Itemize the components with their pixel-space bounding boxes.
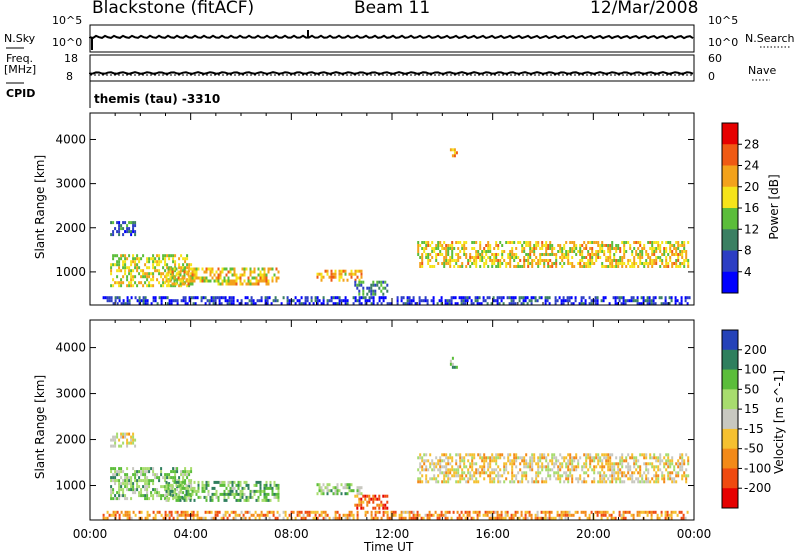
velocity-colorbar-tick-label: 200 (744, 343, 767, 357)
nsearch-tick-top: 10^5 (708, 14, 739, 27)
power-y-tick-label: 1000 (55, 265, 86, 279)
nsky-tick-bottom: 10^0 (52, 36, 83, 49)
velocity-colorbar-segment (722, 409, 738, 430)
freq-trace (89, 71, 694, 75)
velocity-echo-region (110, 467, 193, 501)
power-colorbar-tick-label: 8 (744, 244, 752, 258)
nsky-tick-top: 10^5 (52, 14, 83, 27)
velocity-echo-region (110, 432, 137, 448)
power-echo-region (102, 296, 691, 306)
velocity-colorbar-tick-label: -200 (744, 481, 771, 495)
power-colorbar-segment (722, 229, 738, 251)
velocity-echo-region (354, 494, 389, 510)
radar-title: Blackstone (fitACF) (92, 0, 255, 18)
beam-label: Beam 11 (354, 0, 431, 18)
nsearch-label: N.Search (745, 32, 795, 45)
freq-tick-top: 18 (64, 52, 78, 65)
velocity-colorbar-tick-label: -100 (744, 461, 771, 475)
x-tick-label: 16:00 (475, 527, 510, 541)
nsky-panel-frame (89, 24, 695, 53)
power-colorbar-tick-label: 24 (744, 159, 759, 173)
power-y-tick-label: 3000 (55, 177, 86, 191)
nave-tick-bottom: 0 (708, 70, 715, 83)
power-colorbar-segment (722, 144, 738, 166)
nave-label: Nave (748, 64, 777, 77)
x-tick-label: 12:00 (375, 527, 410, 541)
nave-tick-top: 60 (708, 52, 722, 65)
velocity-colorbar-tick-label: -50 (744, 442, 764, 456)
freq-unit: [MHz] (4, 63, 37, 76)
power-colorbar-tick-label: 28 (744, 137, 759, 151)
velocity-colorbar-tick-label: 100 (744, 363, 767, 377)
velocity-colorbar-segment (722, 468, 738, 489)
velocity-echo-region (449, 356, 458, 369)
power-colorbar-segment (722, 165, 738, 188)
nsearch-tick-bottom: 10^0 (708, 36, 739, 49)
freq-label: Freq. (6, 52, 34, 65)
power-echo-region (354, 280, 389, 296)
power-y-tick-label: 2000 (55, 221, 86, 235)
velocity-colorbar-tick-label: 15 (744, 402, 759, 416)
power-colorbar-segment (722, 271, 738, 294)
power-colorbar-segment (722, 186, 738, 209)
velocity-colorbar-segment (722, 389, 738, 410)
velocity-colorbar-segment (722, 349, 738, 371)
x-tick-label: 20:00 (576, 527, 611, 541)
velocity-colorbar-segment (722, 369, 738, 390)
power-colorbar-segment (722, 250, 738, 273)
velocity-colorbar-segment (722, 330, 738, 351)
velocity-colorbar-frame (721, 329, 739, 509)
velocity-echo-region (316, 483, 363, 496)
x-tick-label: 04:00 (173, 527, 208, 541)
velocity-colorbar-segment (722, 488, 738, 509)
velocity-colorbar-tick-label: 50 (744, 382, 759, 396)
power-colorbar-tick-label: 4 (744, 265, 752, 279)
power-colorbar-segment (722, 123, 738, 145)
velocity-colorbar-segment (722, 428, 738, 450)
power-echo-region (165, 267, 280, 286)
freq-tick-bottom: 8 (66, 70, 73, 83)
velocity-colorbar-tick-label: -15 (744, 422, 764, 436)
x-tick-label: 08:00 (274, 527, 309, 541)
velocity-echo-region (417, 453, 690, 484)
cpid-label: CPID (6, 87, 36, 100)
velocity-echo-region (102, 510, 689, 520)
x-tick-label: 00:00 (73, 527, 108, 541)
x-tick-label: 00:00 (677, 527, 712, 541)
nsky-label: N.Sky (4, 32, 36, 45)
velocity-echo-region (165, 480, 280, 502)
power-echo-region (449, 148, 458, 158)
cpid-text: themis (tau) -3310 (94, 92, 221, 106)
power-echo-region (417, 241, 690, 268)
x-axis-label: Time UT (364, 540, 414, 554)
date-label: 12/Mar/2008 (590, 0, 699, 18)
velocity-y-tick-label: 2000 (55, 433, 86, 447)
power-colorbar-segment (722, 208, 738, 230)
velocity-colorbar-segment (722, 448, 738, 469)
velocity-y-tick-label: 4000 (55, 341, 86, 355)
power-colorbar-tick-label: 16 (744, 201, 759, 215)
velocity-y-tick-label: 3000 (55, 387, 86, 401)
freq-panel-frame (89, 54, 695, 82)
power-y-tick-label: 4000 (55, 132, 86, 146)
power-echo-region (110, 221, 137, 237)
power-echo-region (316, 269, 363, 282)
power-colorbar-tick-label: 12 (744, 222, 759, 236)
power-colorbar-tick-label: 20 (744, 180, 759, 194)
nsky-trace (89, 34, 694, 40)
velocity-y-tick-label: 1000 (55, 479, 86, 493)
